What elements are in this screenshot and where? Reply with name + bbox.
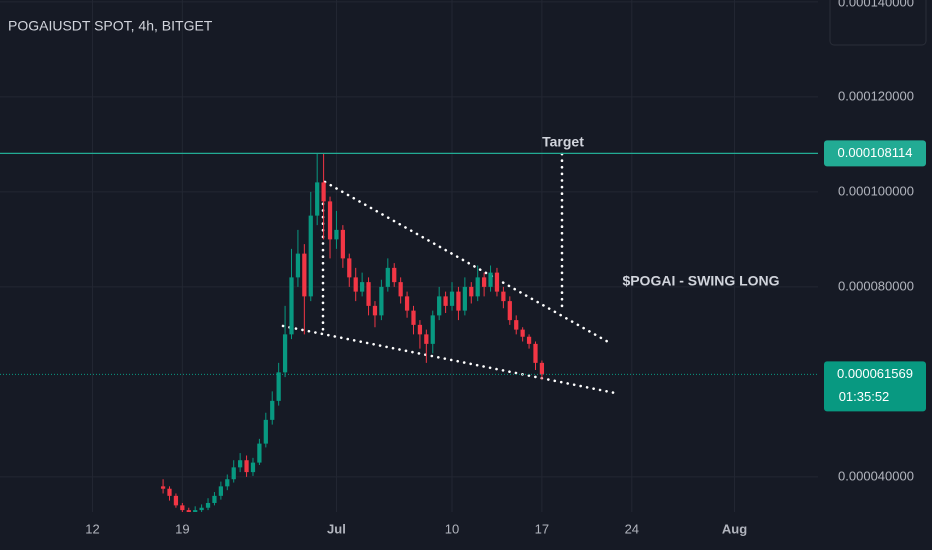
candle-body [392, 267, 397, 283]
candle-body [417, 324, 423, 335]
grid [0, 0, 818, 512]
candle-body [366, 282, 371, 306]
candle-body [449, 291, 455, 306]
candle-body [360, 282, 365, 292]
candle-body [379, 286, 384, 316]
candle-body [334, 229, 339, 240]
price-level-label: 0.000108114 [838, 145, 913, 160]
x-tick-label: Aug [722, 521, 747, 536]
candle-body [270, 400, 275, 420]
candle-body [482, 277, 487, 287]
candle-body [340, 229, 345, 259]
trend-line-upper [323, 180, 612, 345]
candle-body [456, 291, 461, 311]
candle-body [327, 201, 333, 240]
x-tick-label: 19 [175, 521, 189, 536]
candle-body [533, 343, 538, 363]
candle-body [282, 334, 288, 373]
x-tick-label: 17 [535, 521, 549, 536]
candle-body [289, 277, 294, 335]
y-tick-label: 0.000140000 [838, 0, 914, 9]
ui-box[interactable] [829, 0, 927, 46]
candle-body [250, 462, 256, 473]
candle-body [302, 253, 307, 297]
countdown-label: 01:35:52 [839, 389, 890, 404]
price-level-badge [824, 140, 926, 167]
candle-body [520, 329, 525, 337]
candle-body [308, 215, 313, 297]
y-tick-label: 0.000100000 [838, 183, 914, 198]
candle-body [507, 301, 512, 321]
candle-body [372, 305, 378, 316]
candle-body [514, 320, 519, 330]
y-tick-label: 0.000040000 [838, 468, 914, 483]
candle-body [462, 286, 467, 311]
candle-body [231, 467, 236, 480]
x-tick-label: Jul [327, 521, 346, 536]
candle-body [225, 479, 230, 487]
candle-body [257, 443, 262, 463]
candle-body [212, 495, 217, 503]
annotation: Target [542, 134, 584, 150]
candle-body [404, 296, 410, 311]
x-tick-label: 10 [445, 521, 459, 536]
candle-body [167, 488, 172, 496]
plot-area [160, 152, 617, 512]
candle-body [295, 253, 301, 278]
candle-body [186, 510, 191, 512]
candle-body [205, 502, 211, 508]
candle-body [263, 419, 268, 444]
candle-body [430, 315, 435, 344]
candle-body [526, 336, 532, 344]
candle-body [180, 505, 185, 511]
y-tick-label: 0.000120000 [838, 88, 914, 103]
candle-body [424, 334, 429, 344]
candle-body [443, 296, 448, 306]
candle-body [173, 495, 179, 506]
last-price-badge [824, 361, 926, 412]
x-tick-label: 12 [85, 521, 99, 536]
candle-body [385, 267, 390, 287]
candle-body [501, 291, 506, 302]
x-tick-label: 24 [625, 521, 639, 536]
candle-body [193, 510, 198, 512]
candle-body [238, 460, 243, 468]
candle-body [160, 486, 166, 489]
candle-body [475, 277, 480, 297]
candle-body [353, 277, 358, 292]
candle-body [244, 460, 249, 473]
candle-body [539, 362, 545, 375]
candle-body [199, 507, 204, 511]
candle-body [411, 310, 416, 325]
candle-body [488, 272, 493, 287]
candle-body [469, 286, 474, 297]
candle-body [398, 282, 403, 297]
candle-body [321, 182, 326, 202]
y-tick-label: 0.000080000 [838, 278, 914, 293]
candle-body [437, 296, 442, 316]
candle-body [315, 182, 320, 216]
candle-body [494, 272, 500, 292]
candle-body [347, 258, 352, 278]
candle-body [218, 486, 223, 496]
chart-title: POGAIUSDT SPOT, 4h, BITGET [8, 18, 213, 34]
trend-line-lower [281, 324, 617, 395]
last-price-label: 0.000061569 [837, 366, 913, 381]
annotation: $POGAI - SWING LONG [622, 273, 779, 289]
candle-body [276, 372, 281, 401]
